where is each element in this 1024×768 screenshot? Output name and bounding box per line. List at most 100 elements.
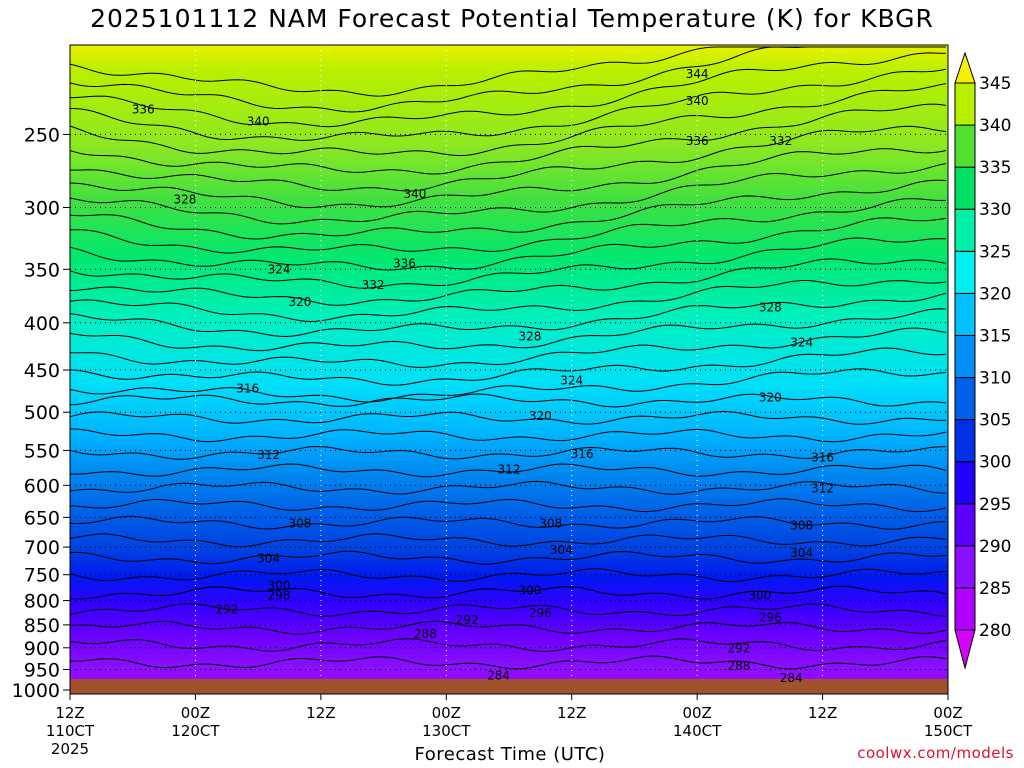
isentrope-line: [69, 603, 947, 617]
x-tick-label-hour: 00Z: [933, 704, 962, 722]
y-tick-label: 450: [24, 360, 60, 382]
contour-label-text: 300: [518, 583, 541, 597]
y-tick-label: 300: [24, 197, 60, 219]
contour-label-text: 332: [362, 278, 385, 292]
contour-label-text: 344: [686, 67, 709, 81]
contour-label: 324: [268, 262, 291, 276]
y-tick-label: 600: [24, 475, 60, 497]
contour-label: 312: [498, 463, 521, 477]
y-tick-label: 950: [24, 659, 60, 681]
colorbar-box: [954, 461, 976, 505]
contour-label-text: 332: [769, 134, 792, 148]
contour-label-text: 320: [529, 409, 552, 423]
contour-label: 332: [769, 134, 792, 148]
isentrope-line: [69, 179, 947, 240]
isentrope-line: [69, 550, 947, 565]
x-tick-label-hour: 12Z: [306, 704, 335, 722]
colorbar-box: [954, 208, 976, 252]
contour-label-text: 316: [811, 451, 834, 465]
contour-label: 292: [456, 613, 479, 627]
isentrope-line: [69, 103, 947, 175]
contour-label-text: 300: [268, 578, 291, 592]
contour-label-text: 292: [456, 613, 479, 627]
colorbar-box: [954, 166, 976, 210]
isentrope-line: [69, 148, 947, 209]
isentrope-line: [69, 237, 947, 289]
contour-label: 284: [780, 671, 803, 685]
contour-label-text: 308: [288, 516, 311, 530]
x-tick-label-hour: 12Z: [55, 704, 84, 722]
y-tick-label: 1000: [12, 680, 60, 702]
contour-label-text: 308: [790, 518, 813, 532]
contour-label-text: 324: [268, 262, 291, 276]
contour-label-text: 312: [811, 482, 834, 496]
colorbar-label: 280: [979, 621, 1011, 641]
x-tick-label-hour: 00Z: [682, 704, 711, 722]
contour-label-text: 298: [268, 589, 291, 603]
isentrope-line: [69, 498, 947, 513]
x-tick-label-hour: 12Z: [557, 704, 586, 722]
y-tick-label: 800: [24, 591, 60, 613]
colorbar-label: 325: [979, 242, 1011, 262]
field-background: [70, 45, 948, 694]
contour-label-text: 284: [780, 671, 803, 685]
colorbar-label: 335: [979, 158, 1011, 178]
isentrope-line: [69, 655, 947, 670]
contour-label: 308: [539, 516, 562, 530]
contour-label-text: 328: [174, 192, 197, 206]
isentrope-line: [69, 445, 947, 460]
contour-label: 308: [288, 516, 311, 530]
plot-area: [70, 45, 948, 694]
isentrope-line: [69, 198, 947, 254]
contour-label: 288: [414, 627, 437, 641]
contour-label: 292: [727, 642, 750, 656]
y-tick-label: 650: [24, 507, 60, 529]
isentrope-line: [69, 515, 947, 530]
y-axis: 2503003504004505005506006507007508008509…: [12, 124, 70, 702]
contour-label: 292: [215, 603, 238, 617]
y-tick-label: 350: [24, 259, 60, 281]
contour-label-text: 292: [727, 642, 750, 656]
contour-label-text: 304: [550, 543, 573, 557]
colorbar-box: [954, 503, 976, 547]
contour-label-text: 292: [215, 603, 238, 617]
isentrope-line: [69, 347, 947, 386]
contour-label-text: 340: [686, 94, 709, 108]
colorbar-label: 330: [979, 200, 1011, 220]
y-tick-label: 400: [24, 313, 60, 335]
colorbar-label: 305: [979, 411, 1011, 431]
isentrope-line: [69, 463, 947, 478]
contour-label-text: 320: [759, 391, 782, 405]
contour-label-text: 336: [132, 103, 155, 117]
colorbar-label: 310: [979, 369, 1011, 389]
colorbar-box: [954, 545, 976, 589]
isentrope-line: [69, 258, 947, 306]
contour-label-text: 312: [257, 448, 280, 462]
isentrope-line: [69, 368, 947, 403]
colorbar-box: [954, 377, 976, 421]
isentrope-line: [69, 393, 947, 408]
contour-label-text: 308: [539, 516, 562, 530]
contour-label-text: 296: [529, 606, 552, 620]
contour-label: 344: [686, 67, 709, 81]
y-tick-label: 700: [24, 537, 60, 559]
x-tick-label-hour: 12Z: [808, 704, 837, 722]
isentrope-line: [69, 217, 947, 271]
chart-title: 2025101112 NAM Forecast Potential Temper…: [90, 4, 934, 33]
contour-label-text: 316: [236, 381, 259, 395]
contour-labels: 336 340 344 340 336 332 328 340 336 332 324 320 328 3…: [132, 67, 834, 685]
y-tick-label: 250: [24, 124, 60, 146]
contour-label-text: 304: [790, 546, 813, 560]
credit-link[interactable]: coolwx.com/models: [857, 744, 1014, 762]
contour-label: 320: [529, 409, 552, 423]
contour-label: 300: [518, 583, 541, 597]
contour-label: 340: [403, 187, 426, 201]
colorbar-box: [954, 334, 976, 379]
contour-label: 288: [727, 659, 750, 673]
isentrope-line: [69, 292, 947, 338]
isentrope-line: [70, 125, 947, 192]
isentrope-line: [70, 327, 947, 368]
isentrope-contours: [69, 46, 947, 670]
isentrope-line: [69, 638, 947, 653]
